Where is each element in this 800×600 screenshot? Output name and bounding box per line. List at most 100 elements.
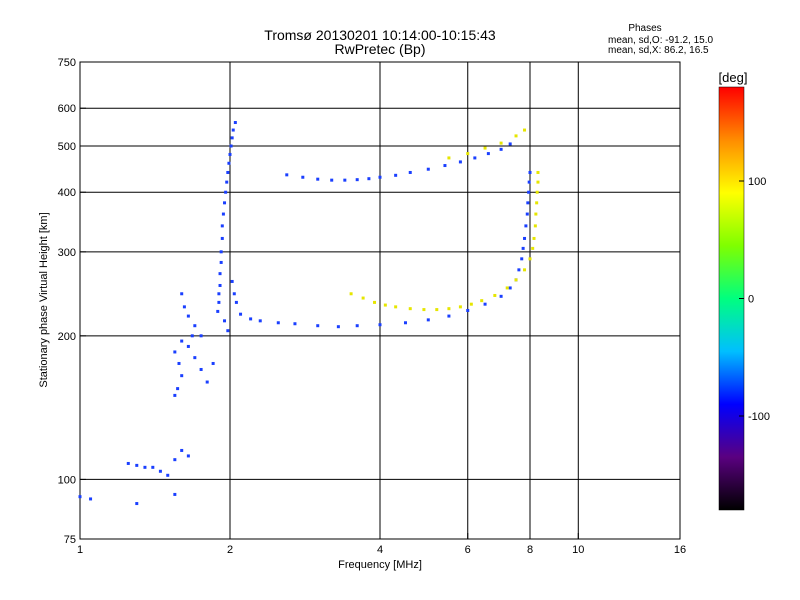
colorbar-label: [deg] bbox=[719, 70, 748, 85]
legend-title: Phases bbox=[628, 23, 661, 34]
data-point bbox=[223, 319, 227, 323]
data-point bbox=[233, 121, 237, 125]
x-tick-label: 8 bbox=[527, 544, 533, 556]
data-point bbox=[408, 307, 412, 311]
data-point bbox=[531, 246, 535, 250]
data-point bbox=[521, 246, 525, 250]
data-point bbox=[469, 302, 473, 306]
data-point bbox=[186, 344, 190, 348]
colorbar-tick-label: 0 bbox=[748, 294, 754, 306]
colorbar-tick-label: -100 bbox=[748, 411, 770, 423]
data-point bbox=[182, 305, 186, 309]
data-point bbox=[230, 136, 234, 140]
data-point bbox=[234, 300, 238, 304]
data-point bbox=[227, 161, 231, 165]
data-point bbox=[180, 339, 184, 343]
legend-line-x: mean, sd,X: 86.2, 16.5 bbox=[608, 45, 709, 56]
data-point bbox=[473, 156, 477, 160]
data-point bbox=[447, 156, 451, 160]
data-point bbox=[217, 292, 221, 296]
data-point bbox=[218, 272, 222, 276]
data-point bbox=[232, 292, 236, 296]
data-point bbox=[330, 178, 334, 182]
data-point bbox=[221, 212, 225, 216]
data-point bbox=[373, 300, 377, 304]
data-point bbox=[499, 147, 503, 151]
legend-line-o: mean, sd,O: -91.2, 15.0 bbox=[608, 35, 713, 46]
data-point bbox=[514, 278, 518, 282]
y-tick-label: 400 bbox=[58, 187, 76, 199]
data-point bbox=[514, 134, 518, 138]
data-point bbox=[526, 201, 530, 205]
data-point bbox=[533, 224, 537, 228]
data-point bbox=[536, 170, 540, 174]
data-point bbox=[151, 465, 155, 469]
data-point bbox=[126, 461, 130, 465]
data-point bbox=[520, 257, 524, 261]
data-point bbox=[211, 361, 215, 365]
data-point bbox=[426, 318, 430, 322]
data-point bbox=[219, 260, 223, 264]
y-tick-label: 75 bbox=[64, 534, 76, 546]
data-point bbox=[199, 367, 203, 371]
data-point bbox=[499, 294, 503, 298]
data-point bbox=[180, 374, 184, 378]
data-point bbox=[301, 175, 305, 179]
data-point bbox=[466, 308, 470, 312]
colorbar-tick-label: 100 bbox=[748, 176, 766, 188]
data-point bbox=[394, 305, 398, 309]
data-point bbox=[276, 321, 280, 325]
data-point bbox=[378, 175, 382, 179]
data-point bbox=[523, 268, 527, 272]
data-point bbox=[173, 393, 177, 397]
data-point bbox=[378, 323, 382, 327]
data-point bbox=[383, 303, 387, 307]
data-point bbox=[527, 180, 531, 184]
data-point bbox=[524, 224, 528, 228]
data-point bbox=[480, 299, 484, 303]
data-point bbox=[239, 312, 243, 316]
chart-title: Tromsø 20130201 10:14:00-10:15:43 bbox=[264, 27, 496, 43]
data-point bbox=[205, 380, 209, 384]
data-point bbox=[367, 177, 371, 181]
data-point bbox=[217, 300, 221, 304]
data-point bbox=[486, 152, 490, 156]
data-point bbox=[343, 178, 347, 182]
data-point bbox=[219, 250, 223, 254]
data-point bbox=[528, 170, 532, 174]
data-point bbox=[508, 286, 512, 290]
data-point bbox=[158, 469, 162, 473]
data-point bbox=[483, 146, 487, 150]
data-point bbox=[426, 167, 430, 171]
data-point bbox=[180, 292, 184, 296]
data-point bbox=[173, 458, 177, 462]
y-tick-label: 600 bbox=[58, 103, 76, 115]
data-point bbox=[528, 257, 532, 261]
data-point bbox=[231, 128, 235, 132]
data-point bbox=[422, 308, 426, 312]
data-point bbox=[316, 177, 320, 181]
data-point bbox=[193, 356, 197, 360]
data-point bbox=[447, 314, 451, 318]
y-axis-label: Stationary phase Virtual Height [km] bbox=[38, 212, 50, 387]
axis-ticks: 1 2 4 6 8 10 16 75 100 200 300 400 500 600 750 bbox=[58, 57, 686, 556]
data-point bbox=[517, 268, 521, 272]
data-point bbox=[89, 497, 93, 501]
y-tick-label: 100 bbox=[58, 474, 76, 486]
data-point bbox=[534, 212, 538, 216]
x-tick-label: 10 bbox=[572, 544, 584, 556]
data-point bbox=[226, 170, 230, 174]
data-point bbox=[176, 387, 180, 391]
data-point bbox=[458, 160, 462, 164]
data-point bbox=[220, 224, 224, 228]
data-point bbox=[135, 463, 139, 467]
data-point bbox=[177, 361, 181, 365]
data-point bbox=[361, 296, 365, 300]
y-tick-label: 500 bbox=[58, 141, 76, 153]
data-point bbox=[228, 152, 232, 156]
data-point bbox=[394, 173, 398, 177]
chart-subtitle: RwPretec (Bp) bbox=[334, 41, 425, 57]
data-point bbox=[535, 201, 539, 205]
data-point bbox=[223, 201, 227, 205]
data-point bbox=[224, 190, 228, 194]
